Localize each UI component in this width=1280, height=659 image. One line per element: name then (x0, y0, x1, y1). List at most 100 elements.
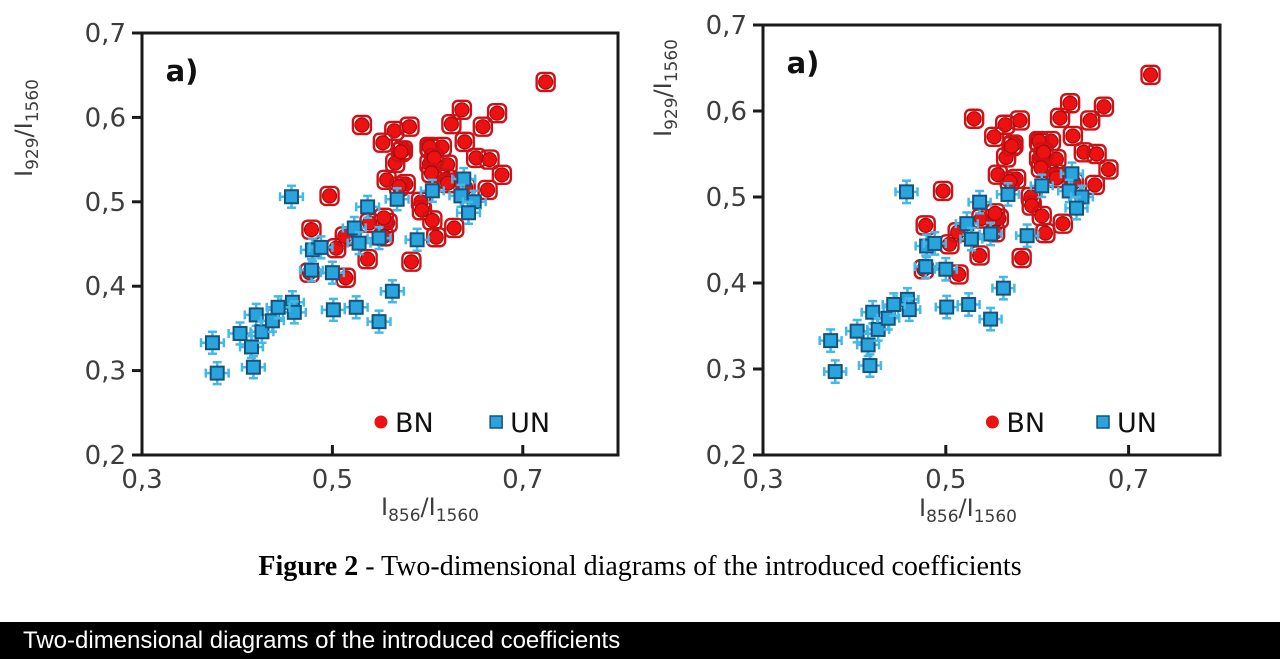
x-tick-label: 0,5 (925, 465, 966, 495)
bn-point-errorcaps (444, 217, 465, 239)
y-tick-label: 0,4 (85, 272, 126, 302)
bn-point (1033, 160, 1049, 176)
un-point (860, 337, 876, 353)
bn-point (414, 202, 430, 218)
un-point (461, 205, 477, 221)
bn-point-errorcaps (1052, 213, 1073, 234)
y-tick-label: 0,5 (85, 188, 126, 218)
bn-point-errorcaps (451, 99, 473, 121)
un-point (245, 359, 261, 375)
un-point (456, 171, 472, 187)
bn-point-errorcaps (1001, 136, 1022, 157)
bn-point (443, 116, 459, 132)
un-point (983, 226, 999, 242)
bn-point (321, 188, 338, 204)
series-un (818, 161, 1095, 385)
bn-point-errorcaps (1080, 110, 1101, 131)
un-point (972, 194, 988, 210)
bn-point (393, 144, 409, 160)
x-tick-label: 0,5 (312, 465, 353, 495)
bn-point (354, 117, 370, 133)
bn-point (1034, 208, 1050, 224)
panel-label: a) (166, 54, 199, 88)
y-tick-label: 0,4 (706, 269, 747, 299)
bn-point (986, 129, 1002, 145)
un-point (371, 314, 387, 330)
bn-point (426, 150, 442, 166)
bn-point-errorcaps (472, 116, 494, 137)
x-axis-title: I856/I1560 (381, 493, 479, 526)
bn-point-errorcaps (932, 180, 954, 202)
un-point (1069, 200, 1085, 216)
bn-point (1037, 225, 1054, 241)
un-point (243, 339, 259, 355)
un-point (823, 333, 839, 349)
bn-point-errorcaps (486, 102, 508, 124)
series-un (199, 166, 487, 386)
y-axis-title: I929/I1560 (10, 79, 43, 177)
x-tick-label: 0,7 (502, 465, 543, 495)
bn-point-errorcaps (425, 227, 447, 248)
bn-point-errorcaps (1011, 247, 1032, 269)
bn-point-errorcaps (319, 185, 340, 207)
bn-point (475, 119, 491, 135)
bn-point-errorcaps (479, 149, 500, 170)
bn-point (376, 210, 392, 226)
un-point (453, 188, 469, 204)
bn-point-errorcaps (441, 113, 462, 135)
un-point (204, 335, 220, 351)
bn-point (481, 152, 498, 168)
bn-point (1087, 177, 1103, 193)
bn-point (386, 123, 402, 139)
plot-border (761, 23, 1222, 457)
x-tick-label: 0,3 (121, 465, 162, 495)
bn-point (972, 247, 988, 264)
bn-point-errorcaps (963, 108, 985, 129)
bn-point (987, 205, 1003, 221)
un-point (865, 304, 881, 320)
un-point (384, 283, 400, 299)
un-point (1000, 186, 1016, 202)
un-point (1034, 178, 1050, 194)
bn-point (401, 119, 418, 135)
bn-point (1089, 146, 1105, 162)
bn-point (1014, 250, 1030, 266)
scatter-panel-2: 0,70,60,50,40,30,20,3 0,5 0,7I929/I1560I85… (649, 11, 1222, 527)
bn-point-errorcaps (491, 164, 513, 185)
bn-point-errorcaps (984, 126, 1005, 148)
un-point (270, 299, 286, 315)
bn-point (489, 105, 505, 121)
un-point (963, 231, 979, 247)
bn-point (360, 251, 376, 267)
un-point (283, 189, 299, 205)
bn-point-errorcaps (454, 131, 475, 153)
y-tick-label: 0,2 (85, 441, 126, 471)
un-point (248, 307, 264, 323)
legend-bn-label: BN (395, 408, 434, 439)
y-tick-label: 0,3 (85, 357, 126, 387)
y-axis-title: I929/I1560 (649, 39, 682, 137)
legend-un-label: UN (510, 408, 550, 439)
bn-point (966, 111, 982, 127)
un-point (886, 297, 902, 312)
un-point (424, 183, 440, 199)
x-tick-label: 0,7 (1108, 465, 1149, 495)
legend-un-marker (489, 415, 503, 429)
bn-point (1012, 112, 1028, 129)
bn-point-errorcaps (399, 116, 420, 137)
series-bn (913, 64, 1161, 285)
legend-bn-marker (374, 415, 388, 429)
y-tick-label: 0,6 (85, 103, 126, 133)
un-point (286, 304, 302, 320)
un-point (313, 239, 329, 255)
un-point (849, 323, 865, 339)
scatter-charts: 0,70,60,50,40,30,20,3 0,5 0,7I929/I1560I85… (10, 11, 1222, 527)
un-point (351, 235, 367, 251)
x-tick-label: 0,3 (742, 465, 783, 495)
bn-point (1142, 67, 1159, 83)
bn-point (1004, 138, 1020, 154)
legend-un-label: UN (1117, 408, 1157, 439)
bn-point (403, 254, 420, 270)
bn-point-errorcaps (351, 114, 373, 136)
